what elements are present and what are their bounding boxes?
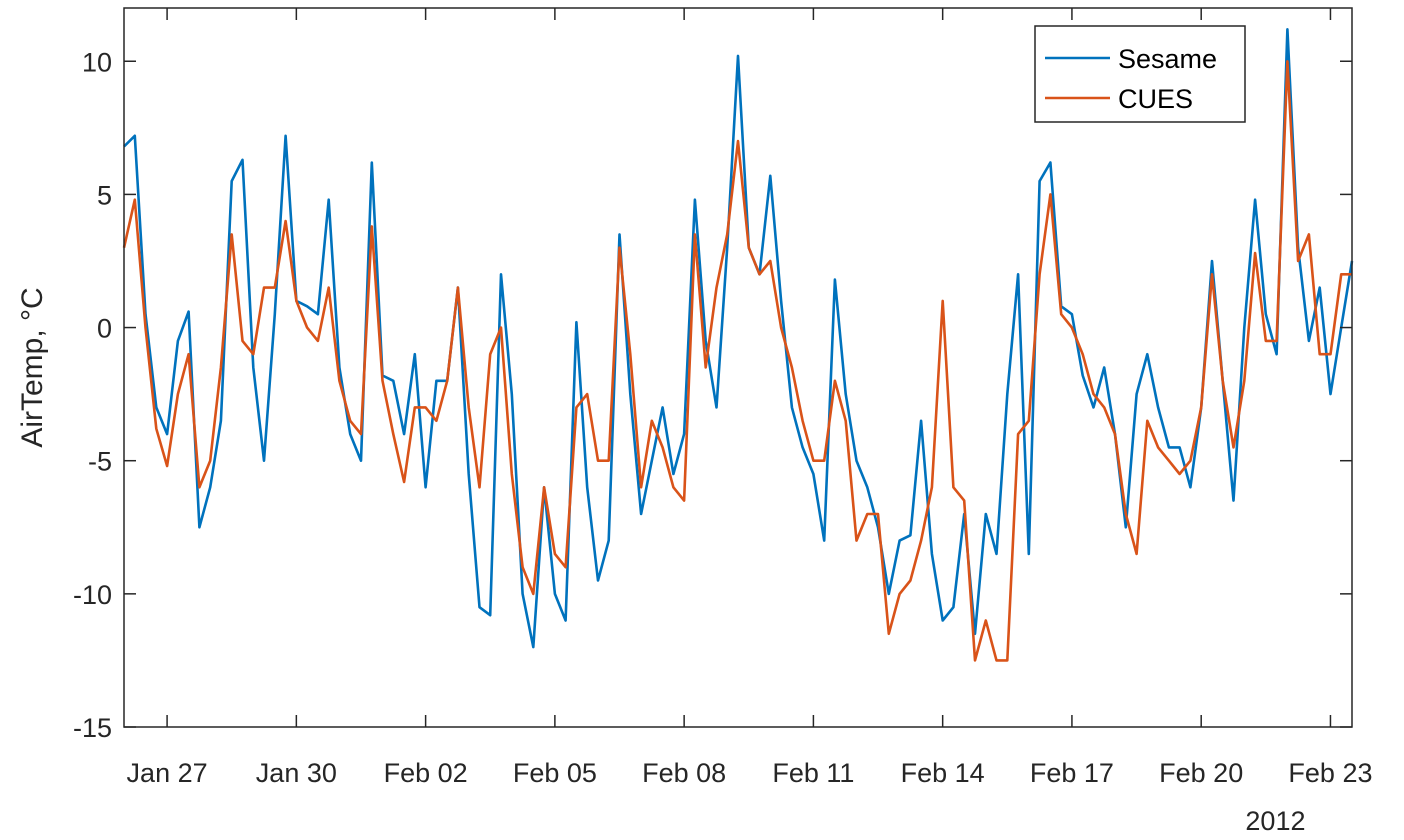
x-tick-label: Feb 20 bbox=[1159, 758, 1243, 788]
y-tick-label: -5 bbox=[88, 447, 112, 477]
x-tick-label: Feb 14 bbox=[901, 758, 985, 788]
x-tick-label: Feb 02 bbox=[384, 758, 468, 788]
legend-box bbox=[1034, 25, 1246, 123]
x-tick-label: Feb 23 bbox=[1288, 758, 1372, 788]
y-axis-label: AirTemp, °C bbox=[16, 287, 49, 447]
x-tick-label: Jan 27 bbox=[127, 758, 208, 788]
plot-area-frame bbox=[123, 7, 1353, 728]
y-tick-label: -10 bbox=[73, 580, 112, 610]
series-lines bbox=[122, 27, 1354, 662]
y-tick-label: -15 bbox=[73, 713, 112, 743]
legend-label-sesame: Sesame bbox=[1118, 44, 1217, 74]
y-tick-label: 10 bbox=[82, 47, 112, 77]
x-axis-ticks: Jan 27 Jan 30 Feb 02 Feb 05 Feb 08 Feb 11 Feb … bbox=[127, 8, 1372, 788]
series-line-cues bbox=[122, 59, 1352, 662]
x-tick-label: Jan 30 bbox=[256, 758, 337, 788]
series-line-sesame bbox=[123, 27, 1354, 649]
x-tick-label: Feb 05 bbox=[513, 758, 597, 788]
x-tick-label: Feb 08 bbox=[642, 758, 726, 788]
legend: Sesame CUES bbox=[1034, 25, 1246, 123]
y-tick-label: 0 bbox=[97, 314, 112, 344]
x-tick-label: Feb 17 bbox=[1030, 758, 1114, 788]
x-tick-label: Feb 11 bbox=[772, 758, 854, 788]
y-axis-ticks: 10 5 0 -5 -10 -15 bbox=[73, 47, 1352, 743]
y-tick-label: 5 bbox=[97, 180, 112, 210]
x-axis-year-label: 2012 bbox=[1245, 806, 1305, 836]
legend-label-cues: CUES bbox=[1118, 84, 1193, 114]
